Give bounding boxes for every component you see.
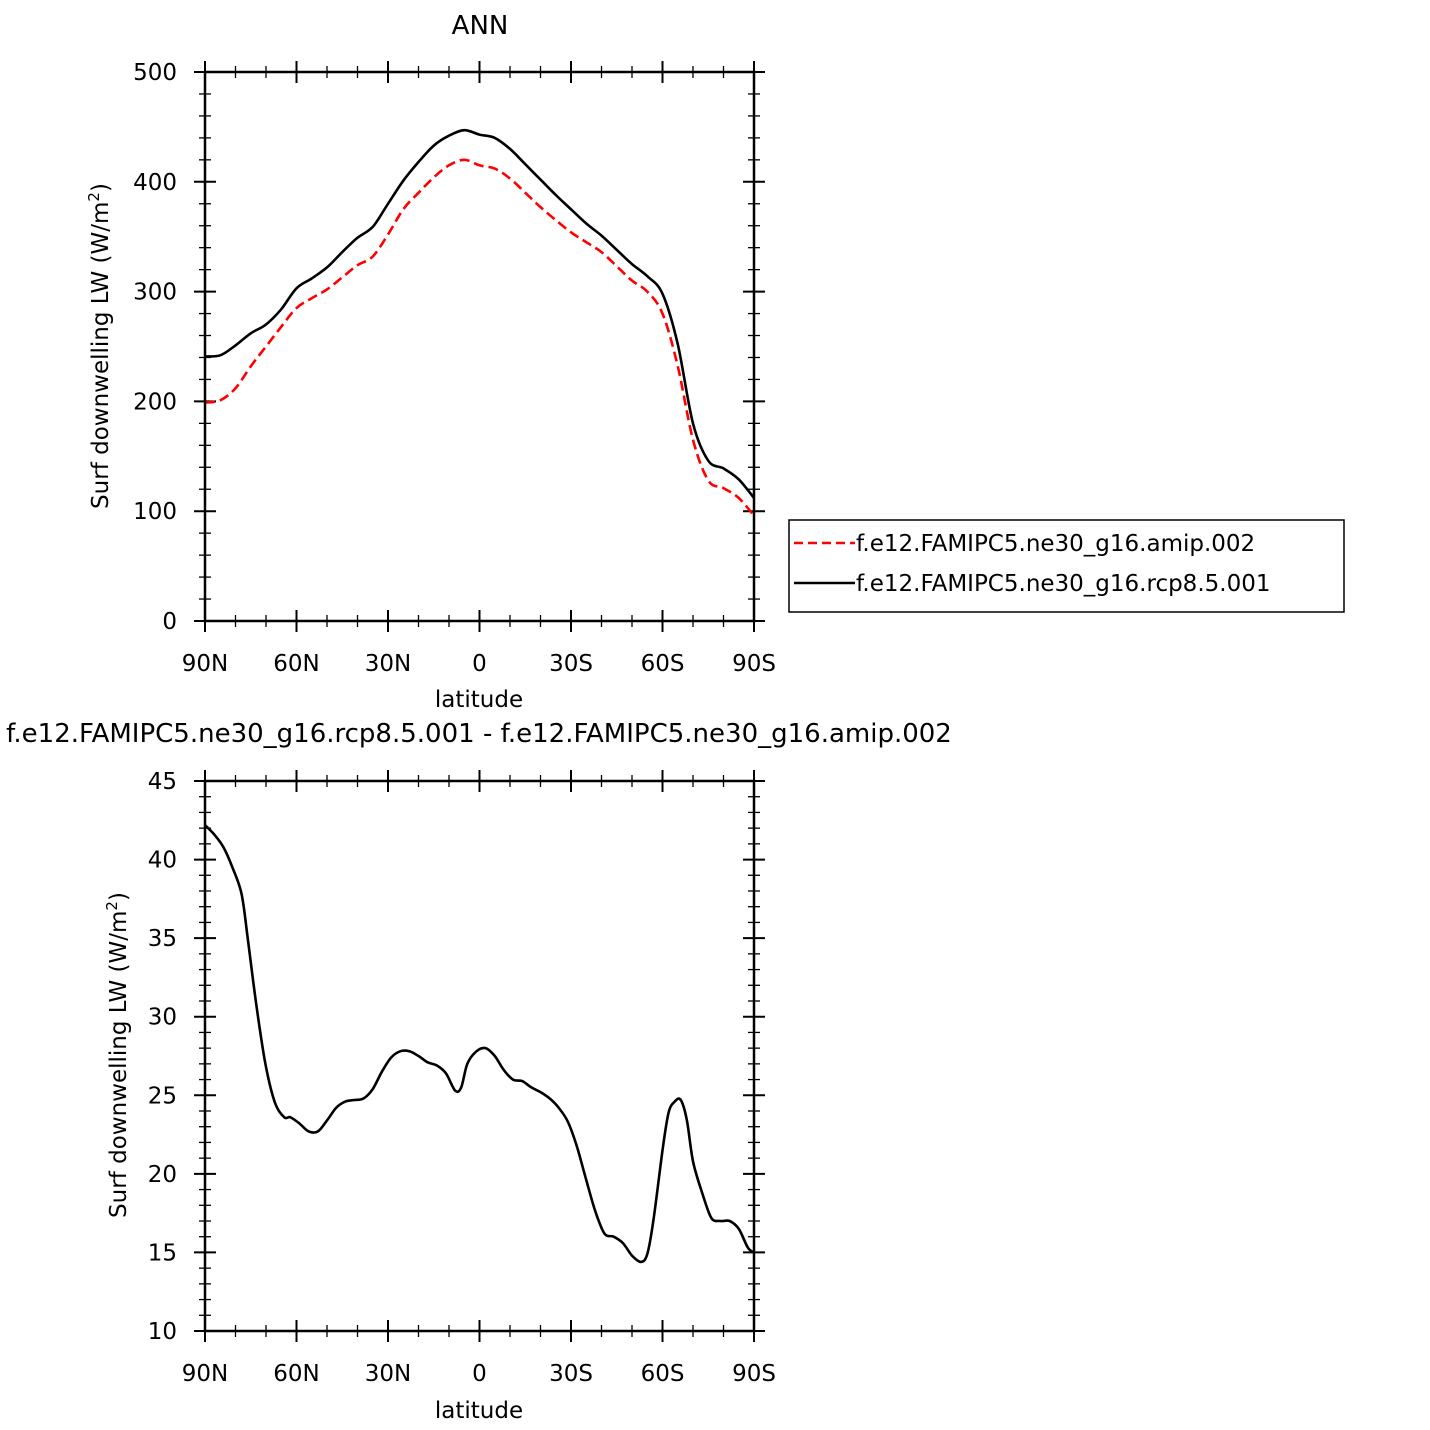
- top-y-axis-title: Surf downwelling LW (W/m2): [85, 183, 114, 509]
- top-x-tick-label: 30S: [549, 651, 593, 677]
- bottom-y-tick-label: 45: [148, 769, 177, 795]
- top-series-line-0: [204, 158, 755, 517]
- bottom-axis-ticks: [194, 770, 765, 1342]
- bottom-y-tick-label: 40: [148, 848, 177, 874]
- bottom-y-tick-label: 25: [148, 1083, 177, 1109]
- top-y-tick-label: 400: [133, 170, 177, 196]
- top-plot-title: ANN: [452, 11, 509, 41]
- bottom-x-tick-label: 30N: [365, 1361, 411, 1387]
- top-y-tick-labels: 0 100 200 300 400 500: [133, 60, 177, 635]
- top-y-tick-label: 0: [162, 609, 177, 635]
- top-x-tick-label: 60N: [273, 651, 319, 677]
- top-panel: ANN 0 100 200 300 400 500 90N 60N 30N 0 30S 60S 90S…: [85, 11, 776, 713]
- bottom-y-tick-label: 30: [148, 1005, 177, 1031]
- top-series-line-1: [204, 128, 756, 499]
- legend-label-amip: f.e12.FAMIPC5.ne30_g16.amip.002: [856, 531, 1255, 557]
- legend: f.e12.FAMIPC5.ne30_g16.amip.002 f.e12.FA…: [788, 519, 1345, 613]
- top-y-tick-label: 100: [133, 499, 177, 525]
- top-x-tick-label: 60S: [641, 651, 685, 677]
- bottom-x-tick-label: 60N: [273, 1361, 319, 1387]
- bottom-panel: f.e12.FAMIPC5.ne30_g16.rcp8.5.001 - f.e1…: [6, 719, 952, 1424]
- bottom-y-axis-title: Surf downwelling LW (W/m2): [103, 892, 132, 1218]
- top-y-tick-label: 200: [133, 389, 177, 415]
- bottom-x-tick-label: 60S: [641, 1361, 685, 1387]
- bottom-x-tick-label: 30S: [549, 1361, 593, 1387]
- bottom-x-tick-label: 90S: [732, 1361, 776, 1387]
- bottom-y-tick-label: 20: [148, 1162, 177, 1188]
- top-x-tick-label: 30N: [365, 651, 411, 677]
- top-x-tick-labels: 90N 60N 30N 0 30S 60S 90S: [182, 651, 776, 677]
- bottom-x-axis-title: latitude: [435, 1398, 523, 1424]
- legend-frame: [788, 519, 1345, 613]
- top-plot-frame: [203, 70, 756, 623]
- top-x-axis-title: latitude: [435, 687, 523, 713]
- bottom-x-tick-label: 0: [472, 1361, 487, 1387]
- top-x-tick-label: 0: [472, 651, 487, 677]
- top-x-tick-label: 90N: [182, 651, 228, 677]
- bottom-y-tick-label: 10: [148, 1319, 177, 1345]
- bottom-series-line-0: [204, 824, 755, 1264]
- bottom-series-layer: [204, 824, 755, 1264]
- bottom-y-tick-label: 15: [148, 1240, 177, 1266]
- top-series-layer: [204, 128, 756, 517]
- bottom-x-tick-label: 90N: [182, 1361, 228, 1387]
- bottom-y-tick-label: 35: [148, 926, 177, 952]
- top-y-tick-label: 300: [133, 280, 177, 306]
- bottom-x-tick-labels: 90N 60N 30N 0 30S 60S 90S: [182, 1361, 776, 1387]
- legend-label-rcp85: f.e12.FAMIPC5.ne30_g16.rcp8.5.001: [856, 571, 1270, 597]
- bottom-y-tick-labels: 10 15 20 25 30 35 40 45: [148, 769, 177, 1345]
- top-y-tick-label: 500: [133, 60, 177, 86]
- top-x-tick-label: 90S: [732, 651, 776, 677]
- bottom-plot-title: f.e12.FAMIPC5.ne30_g16.rcp8.5.001 - f.e1…: [6, 719, 952, 749]
- bottom-plot-frame: [203, 779, 756, 1333]
